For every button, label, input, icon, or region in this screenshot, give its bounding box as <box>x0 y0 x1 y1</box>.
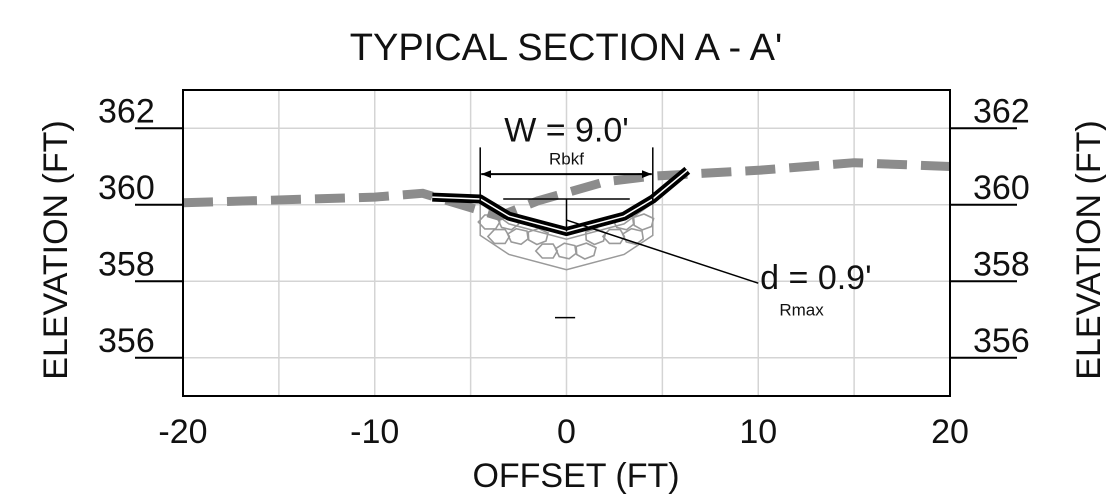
width-subscript: Rbkf <box>549 150 584 169</box>
x-tick-label: 10 <box>739 413 777 451</box>
depth-subscript: Rmax <box>779 301 824 320</box>
width-label: W = 9.0' <box>504 112 629 150</box>
riprap-stone <box>486 228 511 245</box>
y-tick-label-right: 358 <box>973 245 1030 283</box>
riprap-stone <box>632 213 655 231</box>
x-tick-label: 0 <box>557 413 576 451</box>
y-tick-label-right: 362 <box>973 92 1030 130</box>
x-tick-label: -10 <box>350 413 399 451</box>
depth-label: d = 0.9' <box>760 259 871 297</box>
x-tick-label: -20 <box>158 413 207 451</box>
x-tick-label: 20 <box>931 413 969 451</box>
riprap-stone <box>621 227 645 246</box>
y-axis-label-left: ELEVATION (FT) <box>37 120 75 379</box>
axes: -20 -10 0 10 20 356 356 358 358 360 360 362 362 <box>98 89 1030 451</box>
y-tick-label-left: 356 <box>98 322 155 360</box>
riprap-stone <box>554 242 577 260</box>
existing-ground-line <box>182 158 951 221</box>
depth-leader-line <box>566 219 759 284</box>
annotations: W = 9.0'Rbkf d = 0.9' Rmax <box>479 112 872 320</box>
y-axis-label-right: ELEVATION (FT) <box>1070 120 1106 379</box>
y-tick-label-right: 360 <box>973 169 1030 207</box>
riprap-stone <box>601 228 626 245</box>
y-tick-label-left: 360 <box>98 169 155 207</box>
riprap-stone <box>575 242 597 260</box>
chart-title: TYPICAL SECTION A - A' <box>350 27 782 69</box>
y-tick-label-left: 358 <box>98 245 155 283</box>
x-axis-label: OFFSET (FT) <box>472 457 679 495</box>
plot-frame <box>182 89 951 397</box>
riprap-stone <box>534 243 559 259</box>
y-tick-label-right: 356 <box>973 322 1030 360</box>
riprap-stone <box>527 227 550 246</box>
riprap-stone <box>506 227 529 246</box>
y-tick-label-left: 362 <box>98 92 155 130</box>
